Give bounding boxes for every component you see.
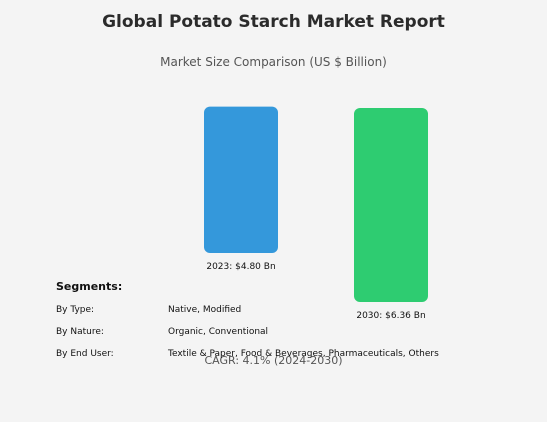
bar-2030 (354, 108, 428, 303)
chart-subtitle: Market Size Comparison (US $ Billion) (160, 55, 387, 69)
bar-2023 (204, 106, 278, 253)
segment-label: By Nature: (56, 327, 104, 337)
segment-row-end-user: By End User: Textile & Paper, Food & Bev… (0, 349, 547, 363)
segment-value: Native, Modified (168, 305, 242, 315)
data-label-2030: 2030: $6.36 Bn (356, 311, 425, 321)
segments-heading: Segments: (56, 280, 123, 293)
segment-row-type: By Type: Native, Modified (0, 305, 547, 319)
segment-label: By Type: (56, 305, 95, 315)
segment-label: By End User: (56, 349, 114, 359)
cagr-note: CAGR: 4.1% (2024-2030) (204, 354, 343, 367)
page-title: Global Potato Starch Market Report (102, 12, 445, 32)
segment-value: Textile & Paper, Food & Beverages, Pharm… (168, 349, 439, 359)
data-label-2023: 2023: $4.80 Bn (206, 262, 275, 272)
segment-row-nature: By Nature: Organic, Conventional (0, 327, 547, 341)
segment-value: Organic, Conventional (168, 327, 269, 337)
